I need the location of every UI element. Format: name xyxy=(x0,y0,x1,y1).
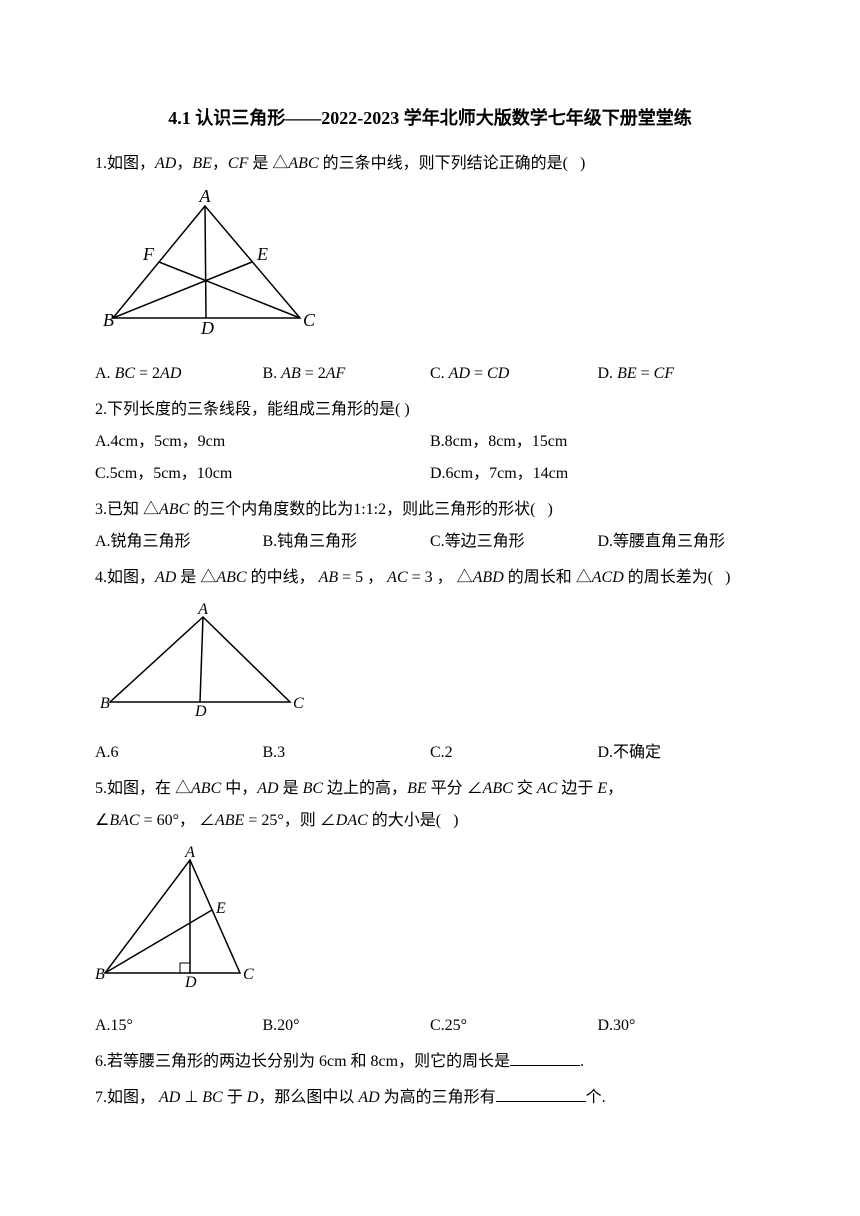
q4-optB: B.3 xyxy=(263,737,431,769)
svg-text:D: D xyxy=(200,318,214,338)
triangle-medians-icon: A B C D E F xyxy=(95,188,320,338)
svg-text:C: C xyxy=(293,695,304,712)
q4-text: 4.如图，AD 是 △ABC 的中线， AB = 5 ， AC = 3 ， △A… xyxy=(95,562,765,594)
q1-optB: B. AB = 2AF xyxy=(263,358,431,390)
q5-optA: A.15° xyxy=(95,1010,263,1042)
q7-blank xyxy=(496,1086,586,1102)
q1-text: 1.如图，AD，BE，CF 是 △ABC 的三条中线，则下列结论正确的是( ) xyxy=(95,148,765,180)
q1-optA: A. BC = 2AD xyxy=(95,358,263,390)
triangle-median-icon: A B C D xyxy=(95,602,305,717)
q3-optD: D.等腰直角三角形 xyxy=(598,526,766,558)
question-2: 2.下列长度的三条线段，能组成三角形的是( ) A.4cm，5cm，9cm B.… xyxy=(95,394,765,490)
svg-text:B: B xyxy=(95,966,105,983)
q4-optD: D.不确定 xyxy=(598,737,766,769)
question-3: 3.已知 △ABC 的三个内角度数的比为1:1:2，则此三角形的形状( ) A.… xyxy=(95,494,765,558)
page-title: 4.1 认识三角形——2022-2023 学年北师大版数学七年级下册堂堂练 xyxy=(95,100,765,136)
question-7: 7.如图， AD ⊥ BC 于 D，那么图中以 AD 为高的三角形有 个. xyxy=(95,1082,765,1114)
svg-text:D: D xyxy=(194,703,207,717)
svg-text:B: B xyxy=(103,310,114,330)
q4-options: A.6 B.3 C.2 D.不确定 xyxy=(95,737,765,769)
triangle-altitude-bisector-icon: A B C D E xyxy=(95,845,255,990)
q2-options: A.4cm，5cm，9cm B.8cm，8cm，15cm C.5cm，5cm，1… xyxy=(95,426,765,490)
q5-text1: 5.如图，在 △ABC 中，AD 是 BC 边上的高，BE 平分 ∠ABC 交 … xyxy=(95,773,765,805)
svg-text:F: F xyxy=(142,244,155,264)
question-5: 5.如图，在 △ABC 中，AD 是 BC 边上的高，BE 平分 ∠ABC 交 … xyxy=(95,773,765,1042)
q1-optD: D. BE = CF xyxy=(598,358,766,390)
svg-text:A: A xyxy=(184,845,195,861)
question-6: 6.若等腰三角形的两边长分别为 6cm 和 8cm，则它的周长是. xyxy=(95,1046,765,1078)
svg-text:C: C xyxy=(243,966,254,983)
svg-text:A: A xyxy=(199,188,212,206)
q5-optC: C.25° xyxy=(430,1010,598,1042)
q2-optD: D.6cm，7cm，14cm xyxy=(430,458,765,490)
q3-optC: C.等边三角形 xyxy=(430,526,598,558)
q3-text: 3.已知 △ABC 的三个内角度数的比为1:1:2，则此三角形的形状( ) xyxy=(95,494,765,526)
svg-text:E: E xyxy=(215,900,226,917)
svg-text:E: E xyxy=(256,244,268,264)
q6-text-post: . xyxy=(580,1053,584,1070)
q3-optB: B.钝角三角形 xyxy=(263,526,431,558)
q5-optB: B.20° xyxy=(263,1010,431,1042)
q1-optC: C. AD = CD xyxy=(430,358,598,390)
q1-figure: A B C D E F xyxy=(95,188,765,350)
q4-optA: A.6 xyxy=(95,737,263,769)
q2-optB: B.8cm，8cm，15cm xyxy=(430,426,765,458)
q3-optA: A.锐角三角形 xyxy=(95,526,263,558)
q5-optD: D.30° xyxy=(598,1010,766,1042)
q7-text: 7.如图， AD ⊥ BC 于 D，那么图中以 AD 为高的三角形有 xyxy=(95,1089,496,1106)
q4-figure: A B C D xyxy=(95,602,765,729)
svg-text:C: C xyxy=(303,310,316,330)
q5-figure: A B C D E xyxy=(95,845,765,1002)
q6-text-pre: 6.若等腰三角形的两边长分别为 6cm 和 8cm，则它的周长是 xyxy=(95,1053,510,1070)
q2-optA: A.4cm，5cm，9cm xyxy=(95,426,430,458)
svg-text:A: A xyxy=(197,602,208,618)
svg-text:D: D xyxy=(184,974,197,990)
q5-options: A.15° B.20° C.25° D.30° xyxy=(95,1010,765,1042)
svg-text:B: B xyxy=(100,695,110,712)
question-1: 1.如图，AD，BE，CF 是 △ABC 的三条中线，则下列结论正确的是( ) … xyxy=(95,148,765,390)
q7-text-post: 个. xyxy=(586,1089,606,1106)
q4-optC: C.2 xyxy=(430,737,598,769)
question-4: 4.如图，AD 是 △ABC 的中线， AB = 5 ， AC = 3 ， △A… xyxy=(95,562,765,769)
q1-options: A. BC = 2AD B. AB = 2AF C. AD = CD D. BE… xyxy=(95,358,765,390)
q6-blank xyxy=(510,1050,580,1066)
q5-text2: ∠BAC = 60°， ∠ABE = 25°，则 ∠DAC 的大小是( ) xyxy=(95,805,765,837)
q3-options: A.锐角三角形 B.钝角三角形 C.等边三角形 D.等腰直角三角形 xyxy=(95,526,765,558)
q2-optC: C.5cm，5cm，10cm xyxy=(95,458,430,490)
q2-text: 2.下列长度的三条线段，能组成三角形的是( ) xyxy=(95,394,765,426)
